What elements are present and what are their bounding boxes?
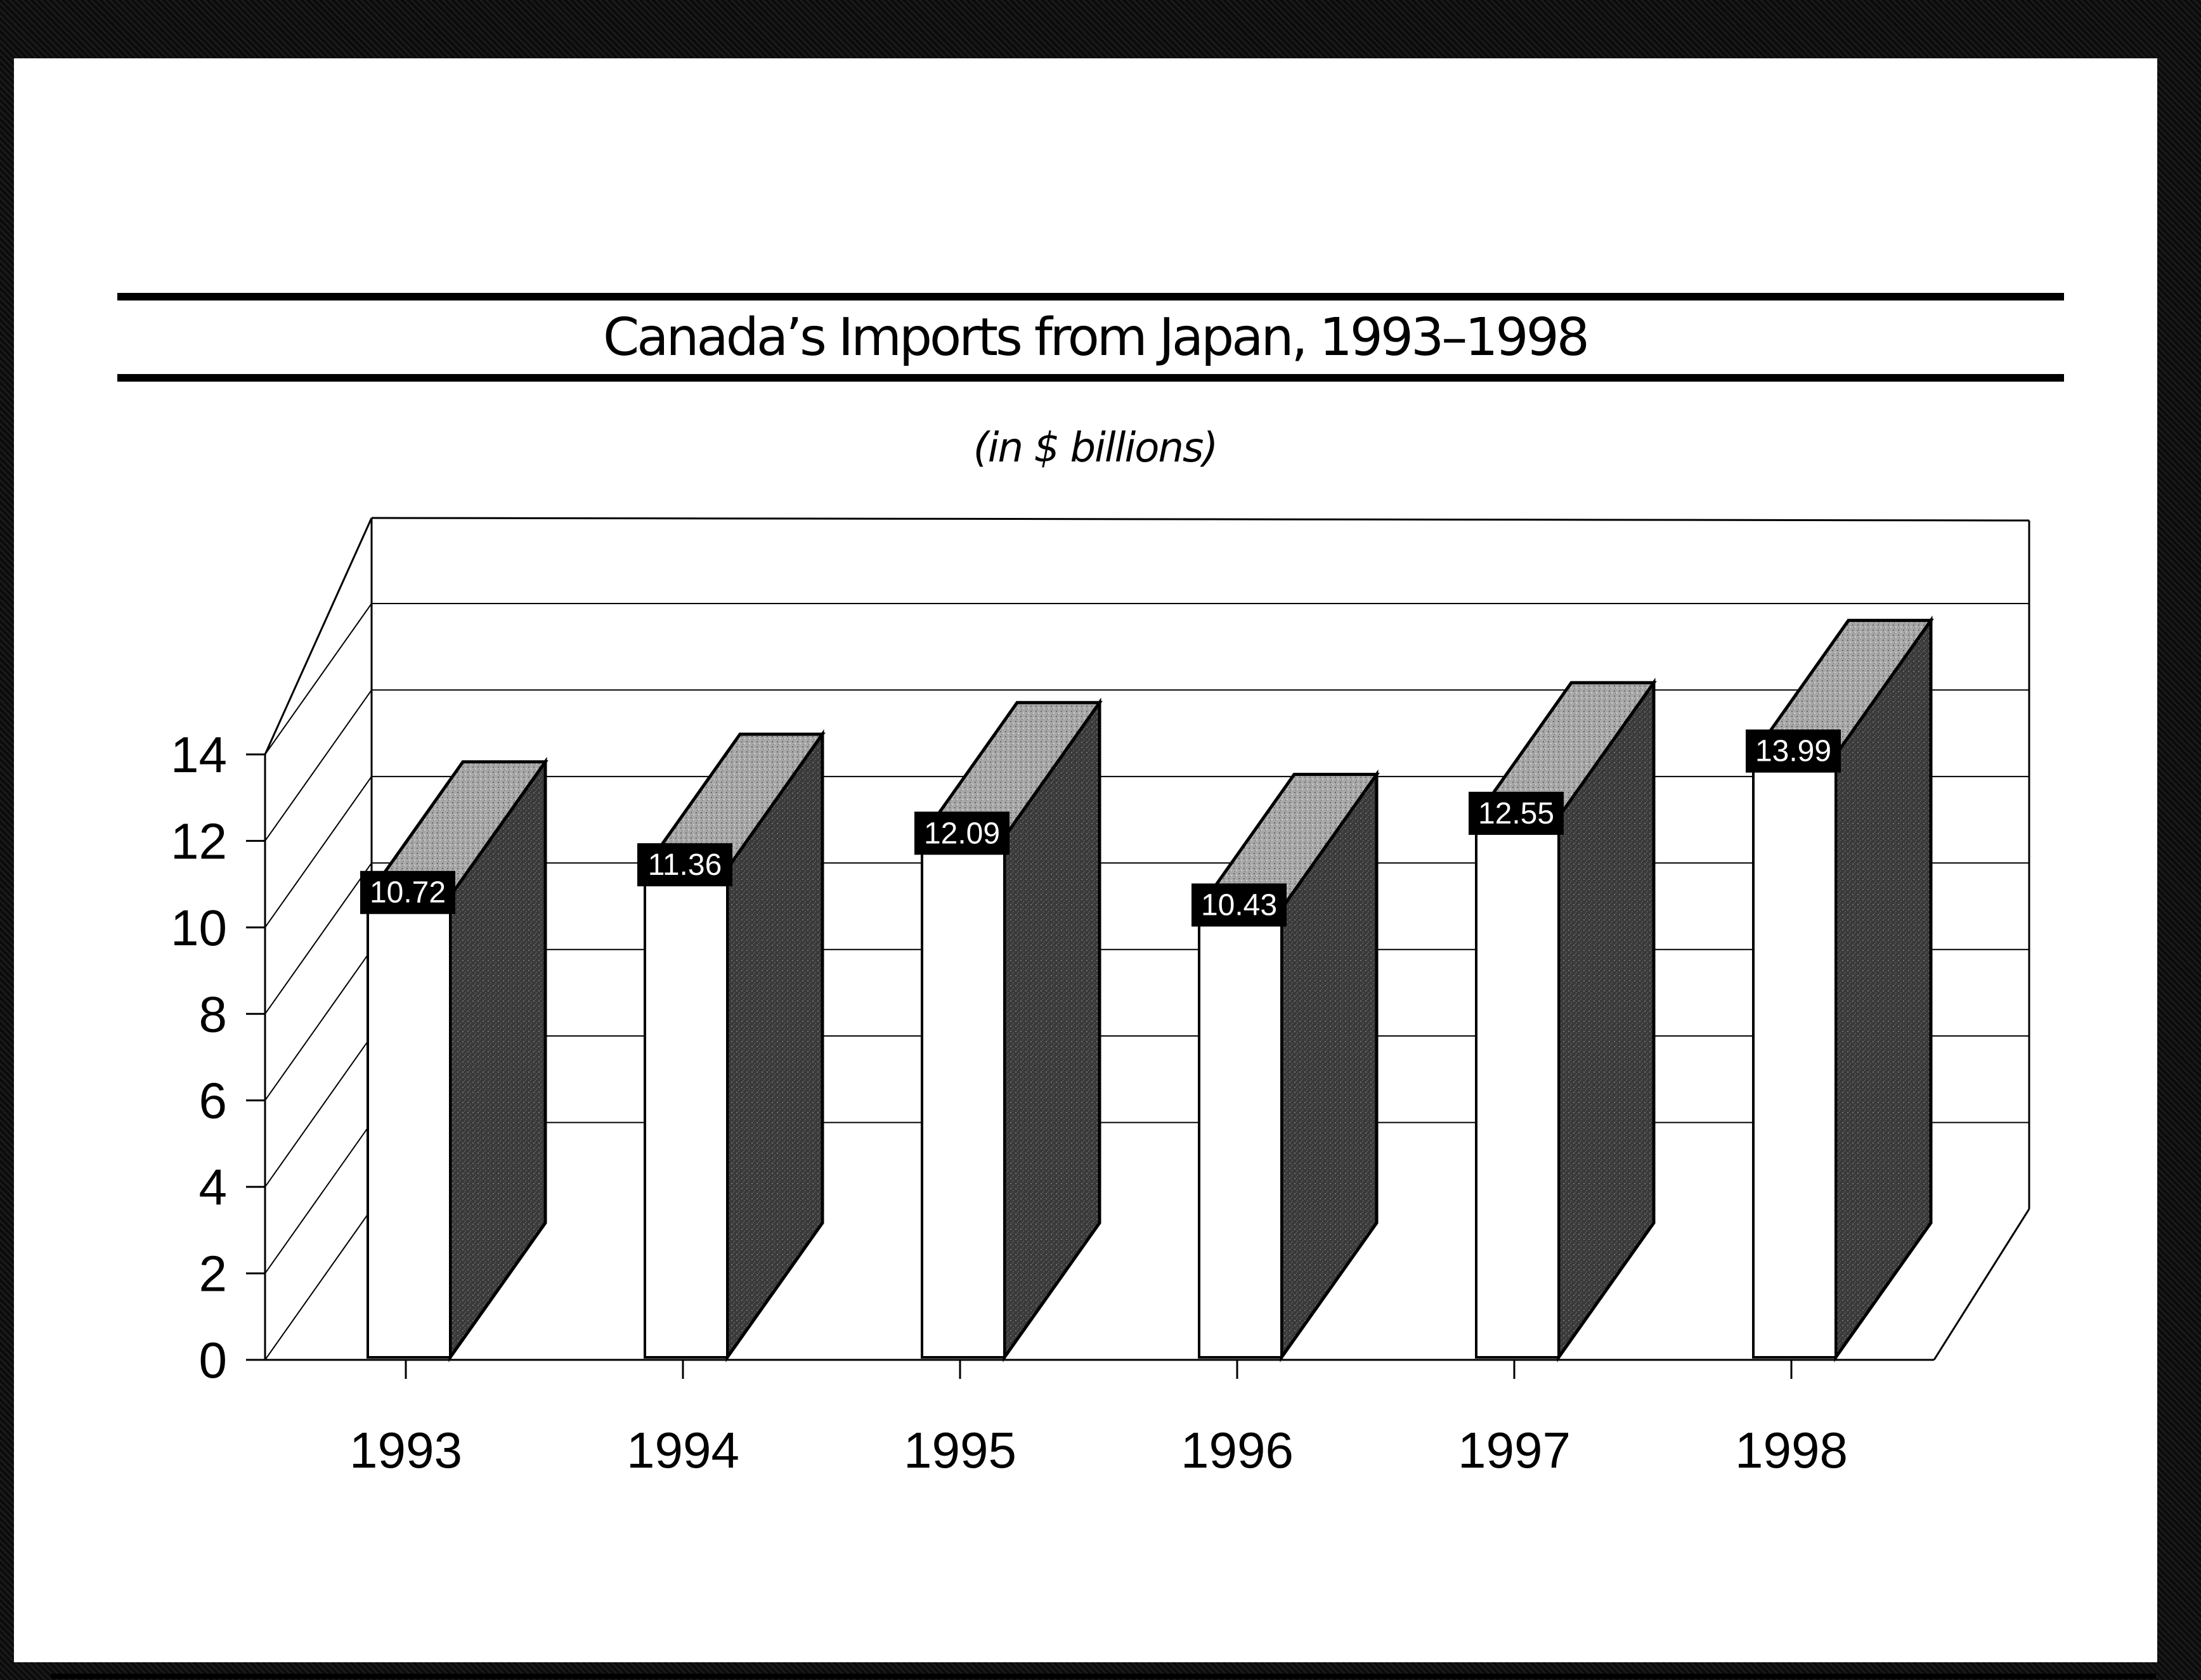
side-wall-line	[264, 689, 372, 842]
x-tick-label: 1998	[1735, 1422, 1848, 1478]
side-wall-line	[264, 776, 372, 928]
x-axis: 1993 1994 1995 1996 1997 1998	[349, 1360, 1848, 1478]
side-wall-line	[264, 949, 372, 1101]
bar-front-face	[644, 867, 729, 1359]
data-label-bg	[914, 811, 1010, 855]
bar-1994: 11.36	[637, 729, 826, 1362]
bar-front-face	[1752, 753, 1837, 1359]
data-label-bg	[360, 870, 455, 914]
chart-title: Canada’s Imports from Japan, 1993–1998	[603, 307, 1587, 368]
data-label-bg	[637, 843, 732, 887]
side-wall-line	[264, 603, 372, 755]
side-wall-line	[264, 1035, 372, 1187]
x-tick-label: 1995	[904, 1422, 1016, 1478]
y-tick-label: 10	[171, 900, 227, 956]
title-rule-top	[117, 293, 2064, 300]
title-rule-bottom	[117, 374, 2064, 382]
side-wall-line	[264, 862, 372, 1014]
bars: 10.72 11.36 12.09 10.43 12.55 13.99	[360, 615, 1934, 1362]
bar-1993: 10.72	[360, 756, 549, 1362]
page-bottom-rule	[51, 1674, 2156, 1679]
bar-1998: 13.99	[1746, 615, 1934, 1362]
data-label: 11.36	[648, 848, 722, 882]
y-tick-label: 2	[199, 1246, 228, 1302]
bar-front-face	[367, 895, 451, 1359]
bar-1995: 12.09	[914, 697, 1103, 1362]
data-label-bg	[1469, 791, 1564, 835]
back-wall-top-edge	[371, 517, 2030, 522]
bar-front-face	[921, 836, 1006, 1359]
data-label: 12.09	[924, 817, 1000, 850]
y-axis: 0 2 4 6 8 10 12 14	[171, 727, 227, 1388]
y-tick-label: 8	[199, 986, 228, 1042]
bar-1997: 12.55	[1469, 678, 1657, 1362]
x-tick-label: 1993	[349, 1422, 462, 1478]
x-tick-label: 1997	[1458, 1422, 1571, 1478]
y-tick-label: 14	[171, 727, 227, 783]
data-label-bg	[1191, 883, 1287, 927]
floor-right-edge	[1933, 1208, 2030, 1360]
data-label: 10.72	[370, 876, 446, 910]
bar-1996: 10.43	[1191, 769, 1380, 1362]
bar-front-face	[1475, 815, 1560, 1359]
y-tick-label: 0	[199, 1332, 228, 1388]
data-label-bg	[1746, 729, 1841, 773]
x-tick-label: 1994	[627, 1422, 739, 1478]
y-tick-label: 4	[199, 1159, 228, 1215]
data-label: 12.55	[1478, 797, 1554, 830]
side-wall-top-edge	[264, 517, 373, 755]
side-wall-line	[264, 1121, 372, 1274]
data-label: 10.43	[1201, 889, 1277, 922]
chart-subtitle: (in $ billions)	[973, 425, 1217, 472]
y-tick-label: 6	[199, 1073, 228, 1129]
bar-front-face	[1198, 907, 1283, 1359]
side-wall-line	[264, 1208, 372, 1360]
data-label: 13.99	[1755, 735, 1831, 768]
x-tick-label: 1996	[1181, 1422, 1294, 1478]
y-tick-label: 12	[171, 813, 227, 869]
